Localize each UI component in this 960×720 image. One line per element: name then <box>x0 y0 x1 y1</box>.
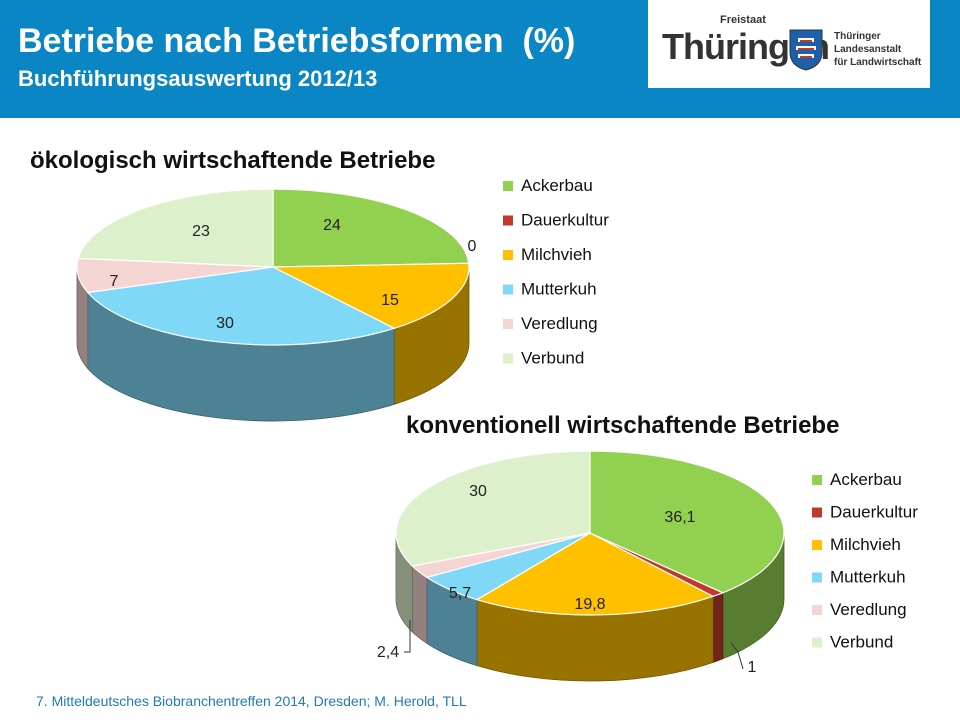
chart2-leader-line <box>730 642 744 670</box>
chart1-title: ökologisch wirtschaftende Betriebe <box>30 147 435 174</box>
chart2-slice-ackerbau <box>589 450 785 594</box>
chart1-legend-swatch <box>503 284 513 295</box>
chart2-title: konventionell wirtschaftende Betriebe <box>406 412 839 439</box>
chart2-leader-line <box>404 620 411 653</box>
logo: Freistaat Thüringen Thüringer Landesanst… <box>648 0 930 88</box>
chart2-slice-verbund <box>395 450 591 567</box>
chart2-legend-label: Milchvieh <box>830 535 901 554</box>
chart1-data-label: 23 <box>192 223 210 240</box>
chart1-legend-swatch <box>503 181 513 191</box>
chart2-legend-label: Verbund <box>830 633 893 652</box>
chart1-data-label: 15 <box>381 292 399 309</box>
chart1-legend-label: Mutterkuh <box>521 280 597 299</box>
chart1-legend-label: Milchvieh <box>521 245 592 264</box>
chart2-legend-label: Veredlung <box>830 600 907 619</box>
header-bar: Betriebe nach Betriebsformen (%) Buchfüh… <box>0 0 960 118</box>
chart1-legend-label: Veredlung <box>521 314 598 333</box>
chart2-legend-swatch <box>812 637 822 648</box>
chart1-legend-label: Verbund <box>521 349 584 368</box>
logo-tll-line: Thüringer <box>834 31 881 42</box>
chart1-slice-verbund <box>77 188 274 268</box>
chart2-pie: 36,1 1 19,8 5,7 2,4 30 <box>377 450 785 682</box>
chart1-legend: Ackerbau Dauerkultur Milchvieh Mutterkuh Ver… <box>503 176 609 368</box>
chart2-data-label: 5,7 <box>449 585 471 602</box>
chart2-data-label: 1 <box>748 659 757 676</box>
logo-tll-line: Landesanstalt <box>834 44 902 55</box>
page-title: Betriebe nach Betriebsformen (%) <box>18 22 576 60</box>
chart2-side-dauerkultur <box>712 592 724 663</box>
chart1-data-label: 0 <box>468 238 477 255</box>
chart2-legend-label: Ackerbau <box>830 470 902 489</box>
chart1-legend-swatch <box>503 319 513 329</box>
chart1-slice-ackerbau <box>272 188 470 268</box>
logo-freistaat-text: Freistaat <box>720 14 766 26</box>
chart2-data-label: 2,4 <box>377 644 399 661</box>
chart1-data-label: 7 <box>110 273 119 290</box>
page-subtitle: Buchführungsauswertung 2012/13 <box>18 66 378 91</box>
chart1-legend-swatch <box>503 250 513 260</box>
chart1-data-label: 24 <box>323 217 341 234</box>
logo-tll-text: Thüringer Landesanstalt für Landwirtscha… <box>834 30 921 69</box>
chart2-legend-swatch <box>812 507 822 518</box>
chart2-legend: Ackerbau Dauerkultur Milchvieh Mutterkuh Ver… <box>812 470 918 652</box>
chart2-legend-swatch <box>812 540 822 550</box>
chart1-slice-milchvieh <box>272 262 470 329</box>
chart2-side-veredlung <box>411 564 428 645</box>
footer-text: 7. Mitteldeutsches Biobranchentreffen 20… <box>36 693 467 709</box>
chart1-legend-label: Ackerbau <box>521 176 593 195</box>
chart2-legend-label: Dauerkultur <box>830 503 918 522</box>
chart2-data-label: 30 <box>469 483 487 500</box>
chart2-legend-swatch <box>812 475 822 485</box>
logo-tll-line: für Landwirtschaft <box>834 57 922 68</box>
chart1-pie: 24 0 15 30 7 23 <box>76 188 477 422</box>
chart2-legend-label: Mutterkuh <box>830 568 906 587</box>
chart1-data-label: 30 <box>216 315 234 332</box>
chart2-data-label: 36,1 <box>664 509 695 526</box>
chart1-legend-swatch <box>503 215 513 226</box>
chart1-legend-label: Dauerkultur <box>521 211 609 230</box>
chart1-slice-mutterkuh <box>86 266 396 346</box>
coat-of-arms-icon <box>789 29 823 71</box>
chart2-legend-swatch <box>812 605 822 615</box>
chart2-slice-milchvieh <box>475 532 715 616</box>
chart2-data-label: 19,8 <box>574 596 605 613</box>
chart1-legend-swatch <box>503 353 513 364</box>
chart2-legend-swatch <box>812 572 822 583</box>
